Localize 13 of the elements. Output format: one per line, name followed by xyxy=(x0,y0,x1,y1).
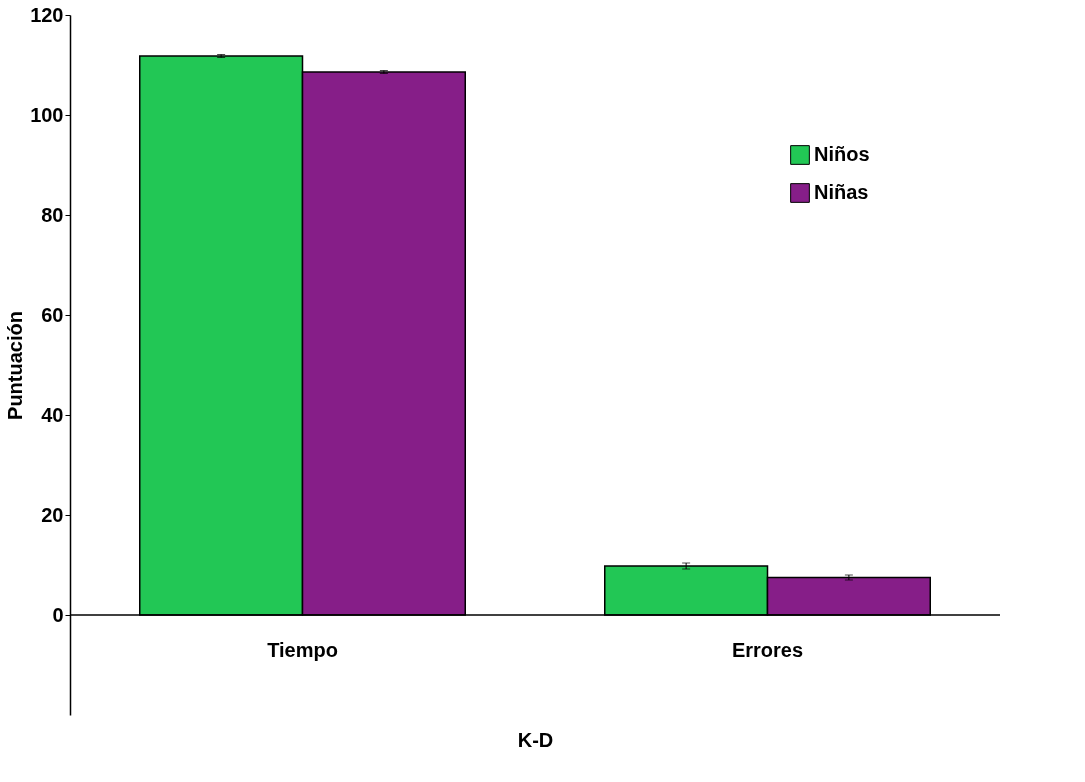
y-tick-label: 0 xyxy=(52,603,64,626)
y-tick-label: 60 xyxy=(41,303,64,326)
legend-label: Niños xyxy=(814,143,870,165)
y-tick-label: 20 xyxy=(41,503,64,526)
y-tick-label: 100 xyxy=(30,103,64,126)
legend-label: Niñas xyxy=(814,181,869,203)
y-tick-label: 40 xyxy=(41,403,64,426)
x-tick-label: Errores xyxy=(731,638,804,661)
x-axis-title: K-D xyxy=(517,728,554,751)
x-tick-label: Tiempo xyxy=(267,638,338,661)
y-axis-title: Puntuación xyxy=(4,311,27,420)
y-tick-label: 80 xyxy=(41,203,64,226)
y-tick-label: 120 xyxy=(30,3,64,26)
